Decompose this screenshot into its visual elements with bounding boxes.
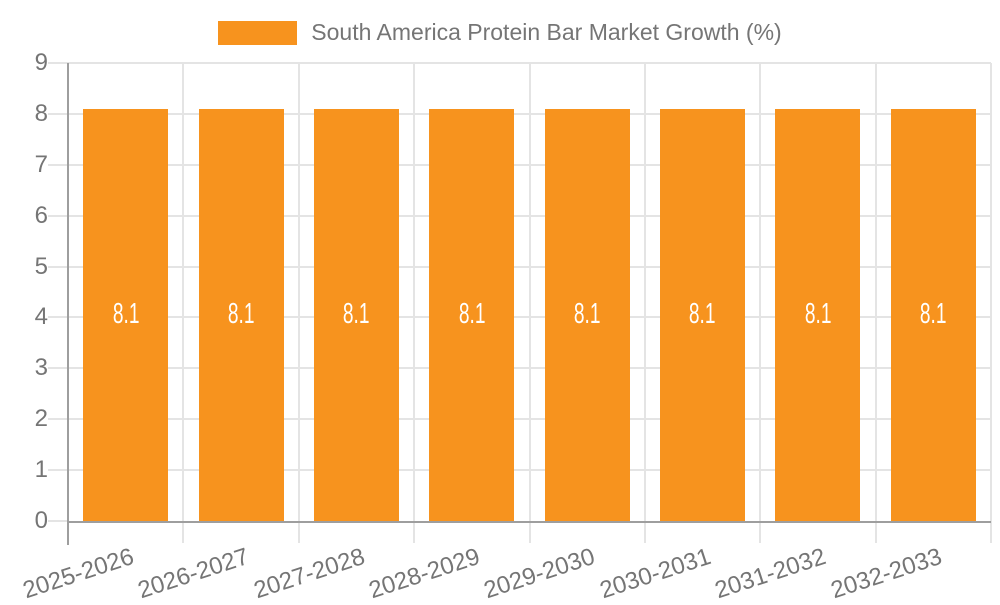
plot-area: 0 1 2 3 4 5 6 7 8 9 8.1 2025-2026 8.1 2026-2027 8.1 202… [20, 51, 992, 604]
bar[interactable]: 8.1 [890, 108, 976, 521]
bar-value-label: 8.1 [689, 298, 716, 331]
y-tick-label: 8 [34, 99, 48, 127]
x-tick-label: 2025-2026 [19, 543, 138, 605]
y-gridline [48, 62, 991, 64]
bar[interactable]: 8.1 [775, 108, 861, 521]
v-gridline [297, 63, 300, 543]
y-tick-label: 1 [34, 456, 48, 484]
x-tick-label: 2026-2027 [134, 543, 253, 605]
y-gridline [48, 214, 991, 217]
y-tick-label: 6 [34, 201, 48, 229]
y-gridline [48, 112, 991, 115]
bar-value-label: 8.1 [112, 298, 139, 331]
bar-value-label: 8.1 [804, 298, 832, 331]
legend-swatch [218, 20, 298, 45]
y-tick-label: 9 [34, 49, 48, 76]
y-gridline [48, 418, 991, 421]
y-gridline [48, 163, 991, 166]
x-axis-line [68, 521, 991, 523]
y-gridline [48, 367, 991, 370]
v-gridline [182, 63, 185, 543]
v-gridline [759, 63, 762, 543]
bar[interactable]: 8.1 [313, 108, 399, 521]
y-tick-label: 3 [34, 354, 48, 382]
bar[interactable]: 8.1 [544, 108, 630, 521]
y-axis-tick [48, 520, 68, 522]
y-tick-label: 4 [34, 303, 48, 331]
bar[interactable]: 8.1 [429, 108, 515, 521]
legend-label: South America Protein Bar Market Growth … [311, 19, 782, 45]
y-axis-line [67, 63, 69, 545]
bar[interactable]: 8.1 [660, 108, 746, 521]
bar-value-label: 8.1 [919, 298, 947, 331]
bar-value-label: 8.1 [343, 298, 370, 331]
y-tick-label: 0 [34, 507, 48, 534]
x-tick-label: 2031-2032 [711, 543, 830, 605]
x-tick-label: 2030-2031 [596, 543, 714, 605]
y-tick-label: 5 [34, 252, 48, 280]
legend: South America Protein Bar Market Growth … [0, 19, 1000, 46]
y-gridline [48, 265, 991, 268]
v-gridline [413, 63, 416, 543]
y-gridline [48, 316, 991, 319]
v-gridline [528, 63, 531, 543]
v-gridline [990, 63, 992, 543]
bar[interactable]: 8.1 [83, 108, 169, 521]
bar-value-label: 8.1 [458, 298, 486, 331]
v-gridline [874, 63, 877, 543]
v-gridline [643, 63, 646, 543]
x-tick-label: 2028-2029 [365, 543, 484, 605]
y-gridline [48, 469, 991, 472]
bar[interactable]: 8.1 [198, 108, 284, 521]
x-tick-label: 2027-2028 [250, 543, 368, 605]
bar-value-label: 8.1 [227, 298, 255, 331]
bar-value-label: 8.1 [573, 298, 601, 331]
y-tick-label: 2 [34, 405, 48, 433]
x-tick-label: 2032-2033 [827, 543, 945, 605]
y-tick-label: 7 [34, 150, 48, 178]
x-tick-label: 2029-2030 [481, 543, 599, 605]
